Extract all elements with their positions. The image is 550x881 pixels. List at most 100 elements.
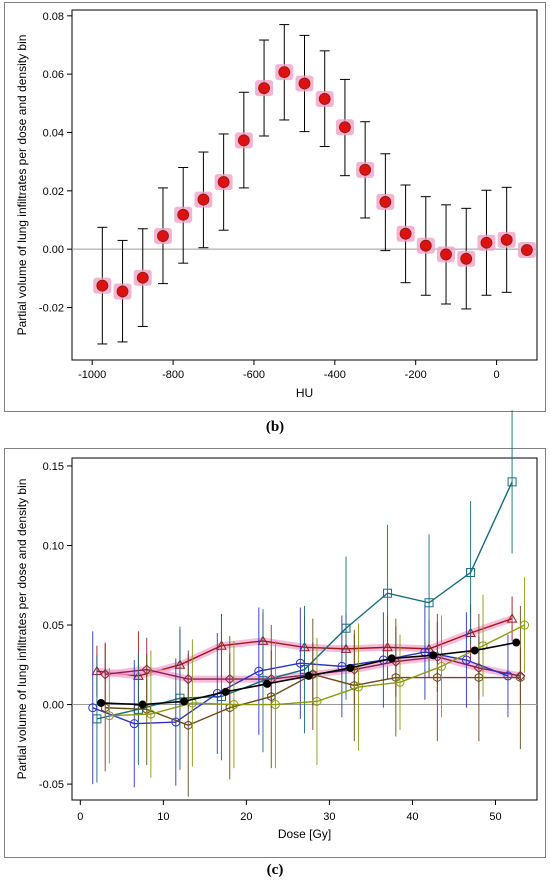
- series-line: [109, 624, 525, 717]
- x-axis-title: HU: [296, 386, 313, 400]
- data-point: [263, 679, 272, 688]
- plot-area: [71, 457, 538, 801]
- data-point: [460, 252, 473, 265]
- x-tick-label: -800: [162, 369, 184, 381]
- data-point: [424, 598, 434, 608]
- data-point: [312, 696, 322, 706]
- series-6: [97, 638, 521, 709]
- y-tick-label: 0.06: [43, 69, 64, 81]
- data-point: [217, 176, 230, 188]
- data-point: [520, 244, 533, 256]
- data-point: [507, 477, 517, 487]
- x-axis-title: Dose [Gy]: [278, 827, 331, 841]
- data-point: [433, 672, 442, 683]
- x-tick-label: -200: [405, 369, 427, 381]
- data-point: [395, 677, 405, 687]
- data-point: [379, 196, 392, 208]
- data-point: [429, 651, 438, 660]
- data-point: [516, 672, 525, 683]
- caption-c: (c): [266, 862, 284, 878]
- data-point: [225, 702, 234, 713]
- chart-b-frame: [4, 2, 546, 412]
- data-point: [136, 271, 149, 284]
- y-tick-label: -0.02: [39, 303, 64, 315]
- data-point: [270, 700, 280, 710]
- data-point: [197, 193, 210, 206]
- caption-b: (b): [265, 419, 285, 435]
- x-tick-label: 50: [489, 811, 501, 823]
- y-tick-label: 0.15: [43, 461, 64, 473]
- data-point: [97, 698, 106, 707]
- data-point: [500, 233, 513, 246]
- series-line: [96, 481, 513, 720]
- x-tick-label: 0: [77, 811, 83, 823]
- data-point: [129, 719, 139, 729]
- data-point: [254, 666, 264, 676]
- data-point: [116, 285, 129, 298]
- x-tick-label: -1000: [78, 369, 106, 381]
- data-point: [138, 700, 147, 709]
- data-point: [440, 248, 452, 261]
- y-tick-label: 0.04: [43, 128, 64, 140]
- data-point: [359, 163, 372, 176]
- data-point: [146, 709, 156, 719]
- data-point: [512, 638, 521, 647]
- y-tick-label: 0.08: [43, 11, 64, 23]
- y-tick-label: 0.00: [43, 700, 64, 712]
- data-point: [221, 687, 230, 696]
- chart-c: 0 10 20 30 40 50 -0.05 0.00 0.05 0.10 0.15 Dose [Gy…: [15, 410, 538, 841]
- data-point: [466, 568, 476, 578]
- data-point: [339, 121, 351, 134]
- data-point: [104, 711, 114, 721]
- data-point: [237, 134, 250, 147]
- y-tick-label: 0.10: [43, 540, 64, 552]
- data-point: [267, 691, 276, 702]
- x-tick-label: 20: [240, 811, 252, 823]
- data-point: [470, 646, 479, 655]
- data-point: [399, 227, 412, 240]
- data-point: [461, 655, 471, 665]
- y-axis-title: Partial volume of lung infiltrates per d…: [15, 35, 29, 336]
- x-tick-label: 40: [406, 811, 418, 823]
- x-tick-label: -600: [243, 369, 265, 381]
- data-point: [229, 700, 239, 710]
- data-point: [387, 654, 396, 663]
- data-point: [506, 613, 518, 623]
- data-point: [295, 658, 305, 668]
- series-3: [88, 604, 513, 788]
- y-tick-label: 0.05: [43, 620, 64, 632]
- y-tick-label: -0.05: [39, 779, 64, 791]
- data-point: [337, 661, 347, 671]
- data-point: [278, 66, 291, 79]
- data-point: [520, 620, 530, 630]
- data-point: [478, 641, 488, 651]
- data-point: [346, 663, 355, 672]
- data-point: [298, 77, 311, 90]
- data-point: [180, 697, 189, 706]
- data-point: [437, 661, 447, 671]
- data-point: [258, 82, 270, 95]
- plot-area: [71, 9, 538, 361]
- data-point: [503, 671, 513, 681]
- data-point: [480, 236, 493, 249]
- data-point: [383, 588, 393, 598]
- data-point: [318, 93, 331, 105]
- data-point: [304, 671, 313, 680]
- y-axis-title: Partial volume of lung infiltrates per d…: [15, 479, 29, 780]
- series-5: [104, 577, 530, 778]
- data-point: [184, 720, 193, 731]
- data-point: [474, 672, 484, 683]
- data-point: [96, 279, 109, 292]
- y-tick-label: 0.00: [43, 244, 64, 256]
- data-point: [353, 682, 363, 692]
- data-point: [419, 239, 432, 252]
- y-tick-label: 0.02: [43, 186, 64, 198]
- x-tick-label: -400: [324, 369, 346, 381]
- x-tick-label: 30: [323, 811, 335, 823]
- data-point: [88, 703, 98, 713]
- chart-b: -1000 -800 -600 -400 -200 0 -0.02 0.00 0.02 0.04 0…: [15, 9, 538, 400]
- x-tick-label: 0: [494, 369, 500, 381]
- data-point: [177, 208, 190, 221]
- series-2: [92, 410, 517, 783]
